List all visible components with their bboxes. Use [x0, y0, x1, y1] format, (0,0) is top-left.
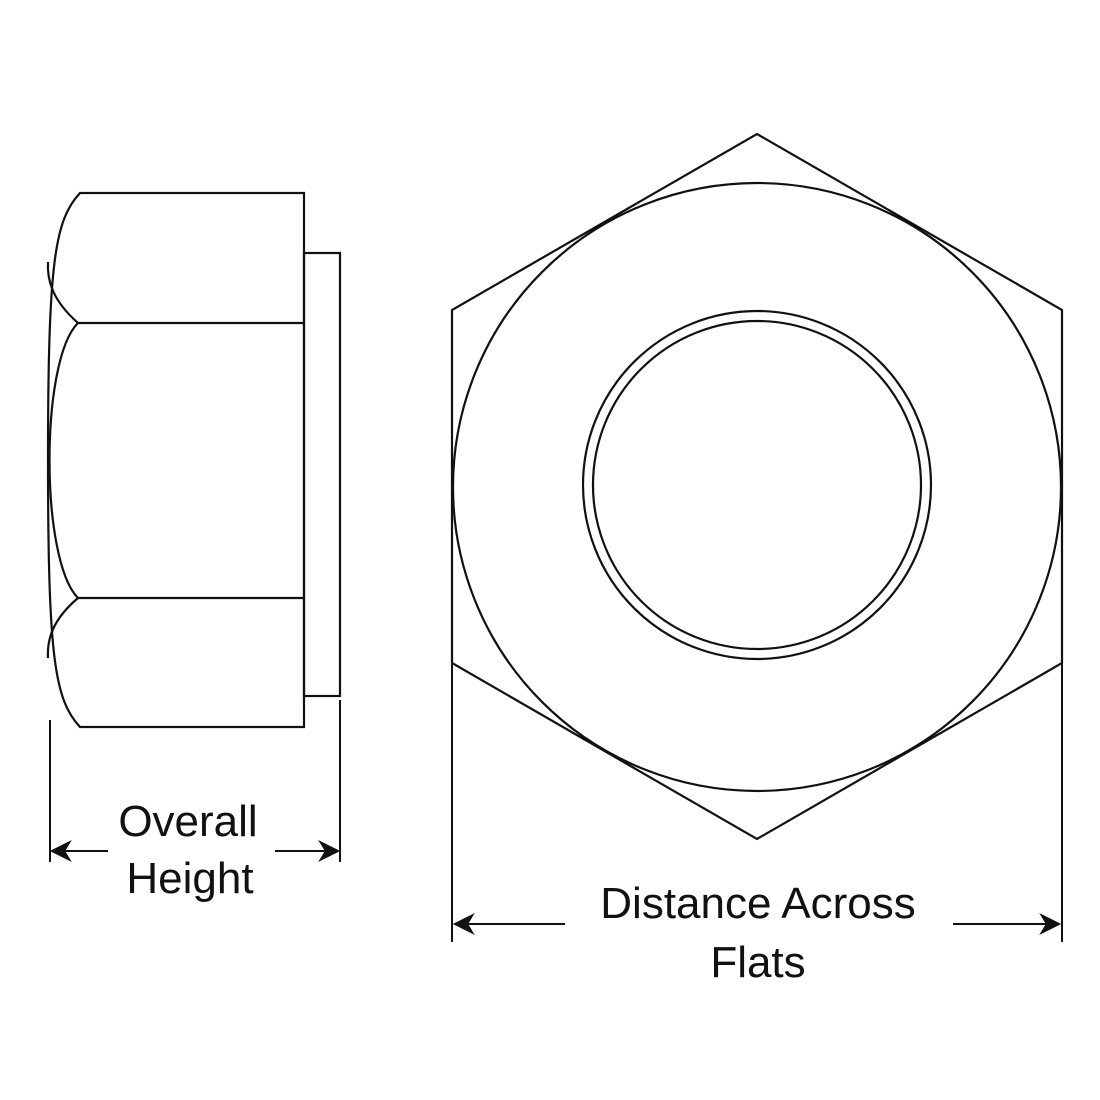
side-view-washer-face: [302, 251, 342, 698]
overall-height-label-line1: Overall: [118, 797, 257, 846]
hex-outline: [450, 132, 1064, 841]
overall-height-label-line2: Height: [126, 854, 253, 903]
bore-circle: [591, 319, 923, 651]
side-view: [46, 191, 342, 729]
across-flats-label-line1: Distance Across: [600, 879, 915, 928]
overall-height-dimension: [49, 700, 341, 862]
side-view-lower-facet-arc: [46, 597, 79, 659]
side-view-outline: [46, 191, 306, 729]
side-view-upper-facet-arc: [46, 261, 79, 324]
across-flats-label-line2: Flats: [710, 938, 805, 987]
side-view-middle-facet-arc: [48, 322, 79, 599]
chamfer-circle: [451, 181, 1063, 793]
top-view: [450, 132, 1064, 841]
across-flats-dimension: [451, 660, 1063, 942]
thread-outer-circle: [581, 309, 933, 661]
